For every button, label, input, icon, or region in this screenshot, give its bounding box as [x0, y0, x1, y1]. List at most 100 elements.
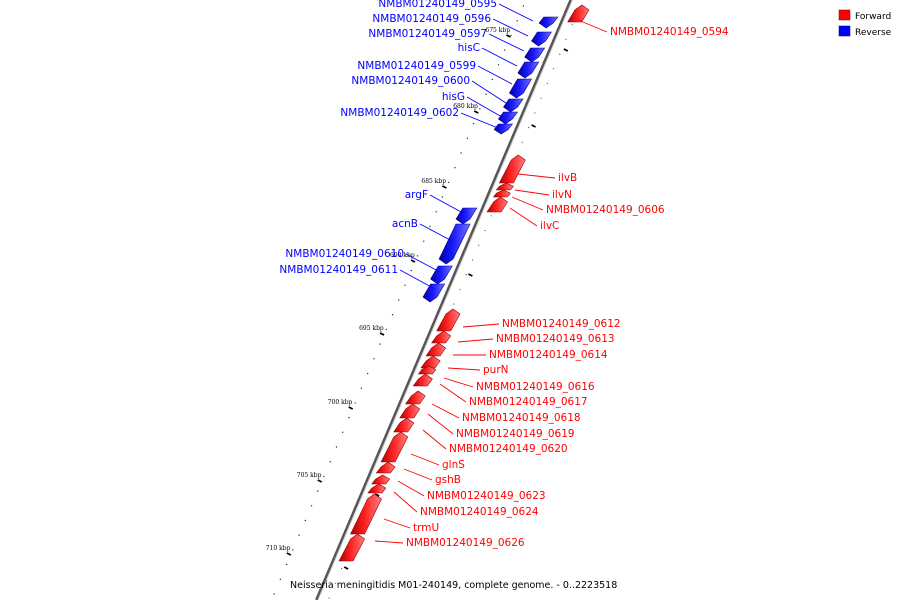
gene-arrow-purn[interactable] — [420, 355, 441, 369]
gene-label-nmbm01240149-0595[interactable]: NMBM01240149_0595 — [378, 0, 497, 10]
minor-tick — [317, 490, 319, 492]
gene-label-acnb[interactable]: acnB — [392, 218, 418, 230]
gene-arrow-ilvc[interactable] — [486, 196, 508, 213]
gene-arrow-trmu[interactable] — [350, 493, 382, 535]
gene-leader-line — [427, 413, 454, 435]
gene-label-nmbm01240149-0596[interactable]: NMBM01240149_0596 — [372, 13, 491, 25]
minor-tick — [404, 284, 406, 286]
minor-tick — [391, 314, 394, 316]
gene-label-ilvb[interactable]: ilvB — [558, 172, 577, 184]
gene-arrow-ilvn[interactable] — [495, 182, 514, 191]
gene-arrow-hisg[interactable] — [497, 111, 519, 125]
minor-tick — [485, 93, 487, 95]
gene-label-hisg[interactable]: hisG — [442, 91, 465, 103]
gene-label-glns[interactable]: glnS — [442, 459, 465, 471]
gene-arrow-nmbm01240149-0611[interactable] — [422, 283, 446, 303]
gene-label-nmbm01240149-0610[interactable]: NMBM01240149_0610 — [285, 248, 404, 260]
gene-label-nmbm01240149-0611[interactable]: NMBM01240149_0611 — [279, 264, 398, 276]
gene-leader-line — [393, 491, 418, 513]
gene-leader-line — [488, 33, 525, 52]
gene-arrow-nmbm01240149-0599[interactable] — [509, 78, 533, 99]
gene-label-ilvn[interactable]: ilvN — [552, 189, 572, 201]
gene-arrow-nmbm01240149-0619[interactable] — [399, 403, 421, 419]
tick-mark — [286, 552, 292, 556]
minor-tick — [435, 211, 437, 213]
gene-arrow-gshb[interactable] — [375, 461, 396, 474]
minor-tick — [527, 127, 530, 129]
gene-leader-line — [498, 3, 534, 22]
gene-label-nmbm01240149-0620[interactable]: NMBM01240149_0620 — [449, 443, 568, 455]
gene-label-purn[interactable]: purN — [483, 364, 509, 376]
legend-reverse-swatch — [838, 25, 851, 37]
gene-arrow-nmbm01240149-0620[interactable] — [393, 417, 415, 433]
gene-arrow-nmbm01240149-0600[interactable] — [503, 98, 524, 113]
gene-leader-line — [460, 112, 499, 129]
gene-label-argf[interactable]: argF — [405, 189, 428, 201]
minor-tick — [559, 53, 561, 55]
gene-label-nmbm01240149-0617[interactable]: NMBM01240149_0617 — [469, 396, 588, 408]
gene-arrow-nmbm01240149-0618[interactable] — [405, 390, 426, 405]
gene-label-nmbm01240149-0624[interactable]: NMBM01240149_0624 — [420, 506, 539, 518]
gene-arrow-nmbm01240149-0617[interactable] — [412, 373, 433, 387]
gene-label-nmbm01240149-0599[interactable]: NMBM01240149_0599 — [357, 60, 476, 72]
legend: Forward Reverse — [838, 9, 892, 38]
minor-tick — [466, 137, 469, 139]
gene-label-nmbm01240149-0597[interactable]: NMBM01240149_0597 — [368, 28, 487, 40]
gene-leader-line — [410, 453, 440, 466]
gene-arrow-acnb[interactable] — [438, 223, 471, 265]
minor-tick — [504, 49, 506, 51]
tick-mark-right — [467, 273, 473, 277]
gene-arrow-nmbm01240149-0606[interactable] — [492, 189, 511, 198]
gene-arrow-nmbm01240149-0614[interactable] — [425, 342, 447, 357]
minor-tick — [310, 505, 313, 507]
gene-label-nmbm01240149-0602[interactable]: NMBM01240149_0602 — [340, 107, 459, 119]
gene-label-nmbm01240149-0613[interactable]: NMBM01240149_0613 — [496, 333, 615, 345]
kbp-scale: 675 kbp 680 kbp 685 kbp 690 kbp 695 kbp 700 k… — [266, 5, 580, 599]
gene-label-nmbm01240149-0606[interactable]: NMBM01240149_0606 — [546, 204, 665, 216]
gene-arrow-nmbm01240149-0610[interactable] — [430, 265, 453, 285]
minor-tick — [329, 461, 331, 463]
gene-leader-line — [514, 189, 550, 196]
minor-tick — [478, 244, 480, 246]
minor-tick — [410, 269, 412, 272]
minor-tick — [385, 328, 388, 331]
minor-tick — [460, 152, 462, 154]
gene-label-nmbm01240149-0594[interactable]: NMBM01240149_0594 — [610, 26, 729, 38]
gene-label-nmbm01240149-0614[interactable]: NMBM01240149_0614 — [489, 349, 608, 361]
gene-label-hisc[interactable]: hisC — [458, 42, 480, 54]
gene-arrow-nmbm01240149-0594[interactable] — [567, 4, 590, 23]
gene-leader-line — [405, 253, 441, 273]
gene-arrow-hisc[interactable] — [517, 61, 540, 79]
tick-label: 710 kbp — [266, 545, 291, 552]
gene-arrow-nmbm01240149-0624[interactable] — [367, 483, 387, 494]
minor-tick — [453, 303, 455, 305]
tick-mark — [506, 34, 511, 38]
minor-tick — [328, 597, 330, 599]
gene-label-ilvc[interactable]: ilvC — [540, 220, 559, 232]
gene-arrow-nmbm01240149-0613[interactable] — [431, 330, 452, 344]
gene-label-nmbm01240149-0612[interactable]: NMBM01240149_0612 — [502, 318, 621, 330]
minor-tick — [540, 97, 542, 99]
gene-arrow-nmbm01240149-0623[interactable] — [371, 474, 391, 485]
gene-arrow-nmbm01240149-0626[interactable] — [338, 533, 365, 562]
gene-arrow-nmbm01240149-0596[interactable] — [531, 31, 552, 47]
gene-arrow-nmbm01240149-0595[interactable] — [538, 16, 559, 29]
gene-label-nmbm01240149-0618[interactable]: NMBM01240149_0618 — [462, 412, 581, 424]
minor-tick — [360, 387, 363, 389]
minor-tick — [552, 68, 555, 70]
gene-label-trmu[interactable]: trmU — [413, 522, 439, 534]
gene-label-nmbm01240149-0623[interactable]: NMBM01240149_0623 — [427, 490, 546, 502]
gene-arrow-nmbm01240149-0597[interactable] — [524, 47, 546, 63]
gene-label-nmbm01240149-0626[interactable]: NMBM01240149_0626 — [406, 537, 525, 549]
genome-caption: Neisseria meningitidis M01-240149, compl… — [290, 580, 617, 591]
legend-forward-label: Forward — [855, 12, 891, 22]
minor-tick — [304, 519, 307, 522]
gene-features — [338, 4, 590, 562]
gene-arrow-nmbm01240149-0602[interactable] — [493, 123, 514, 135]
minor-tick — [373, 358, 375, 360]
minor-tick — [273, 593, 275, 595]
gene-label-nmbm01240149-0600[interactable]: NMBM01240149_0600 — [351, 75, 470, 87]
gene-label-gshb[interactable]: gshB — [435, 474, 461, 486]
gene-label-nmbm01240149-0616[interactable]: NMBM01240149_0616 — [476, 381, 595, 393]
gene-label-nmbm01240149-0619[interactable]: NMBM01240149_0619 — [456, 428, 575, 440]
